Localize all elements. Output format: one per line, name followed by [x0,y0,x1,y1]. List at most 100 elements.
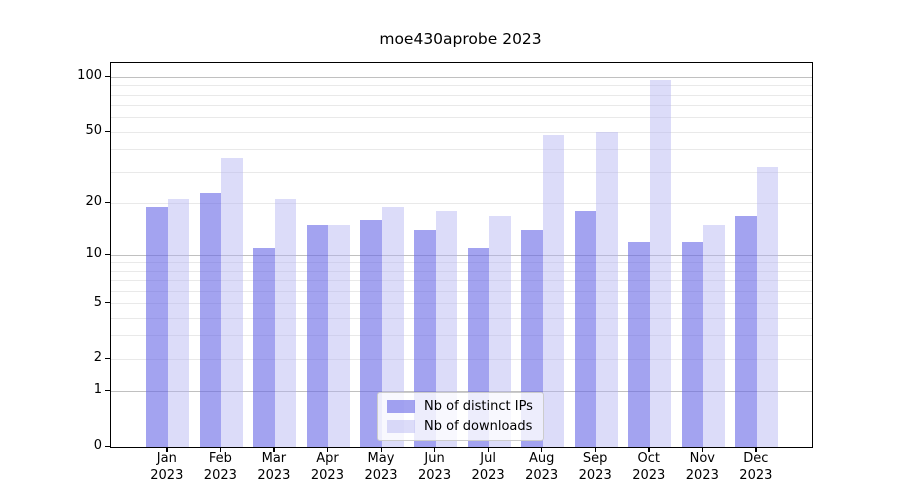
major-gridline [111,254,812,256]
x-tick-year: 2023 [257,467,291,483]
x-tick-year: 2023 [471,467,505,483]
bar-downloads-jan [167,199,190,447]
y-tick-label: 5 [93,294,102,310]
x-tick-label: Apr 2023 [292,451,362,484]
bar-distinct-ips-sep [574,211,597,447]
x-tick-year: 2023 [739,467,773,483]
y-tick-label: 1 [93,382,102,398]
bar-distinct-ips-nov [681,241,704,447]
y-tick-mark [105,302,110,304]
x-tick-month: Aug [528,451,555,466]
bar-downloads-may [382,207,404,447]
bar-distinct-ips-jan [146,207,168,447]
bar-downloads-apr [328,224,351,447]
y-tick-label: 2 [93,350,102,366]
bar-distinct-ips-dec [735,215,757,447]
x-tick-mark [648,447,650,452]
legend-swatch-distinct-ips [387,400,415,413]
x-tick-label: Jul 2023 [453,451,523,484]
x-tick-label: Dec 2023 [721,451,791,484]
x-tick-label: May 2023 [346,451,416,484]
x-tick-label: Jun 2023 [400,451,470,484]
y-tick-label: 50 [85,123,102,139]
y-tick-mark [105,253,110,255]
x-tick-mark [594,447,596,452]
bar-distinct-ips-may [360,220,382,447]
x-tick-mark [541,447,543,452]
bar-distinct-ips-apr [306,224,329,447]
x-tick-month: Oct [637,451,660,466]
x-tick-mark [273,447,275,452]
minor-gridline [111,358,812,360]
x-tick-month: Feb [208,451,232,466]
legend-row-downloads: Nb of downloads [387,419,533,434]
minor-gridline [111,117,812,119]
y-tick-mark [105,201,110,204]
y-tick-label: 20 [85,194,102,210]
legend-row-distinct-ips: Nb of distinct IPs [387,399,533,414]
minor-gridline [111,335,812,337]
bar-downloads-jun [435,211,458,447]
x-tick-label: Mar 2023 [239,451,309,484]
legend-label-distinct-ips: Nb of distinct IPs [424,399,533,414]
x-tick-year: 2023 [310,467,344,483]
minor-gridline [111,149,812,151]
x-tick-label: Feb 2023 [185,451,255,484]
x-tick-year: 2023 [578,467,612,483]
x-tick-mark [219,447,222,452]
y-tick-mark [105,130,110,132]
x-tick-mark [166,447,168,452]
x-tick-year: 2023 [418,467,452,483]
y-tick-mark [105,357,110,359]
x-tick-month: Dec [743,451,769,466]
minor-gridline [111,303,812,305]
bar-downloads-sep [596,132,618,447]
x-tick-month: May [367,451,395,466]
y-tick-label: 10 [85,246,102,261]
minor-gridline [111,131,812,133]
bar-downloads-mar [274,199,297,447]
x-tick-year: 2023 [150,467,184,483]
bar-downloads-dec [756,167,779,447]
legend-swatch-downloads [387,420,415,433]
bar-distinct-ips-mar [253,248,275,447]
y-tick-mark [105,75,110,78]
x-tick-month: Sep [582,451,608,466]
x-tick-mark [380,447,382,452]
x-tick-month: Apr [316,451,339,466]
x-tick-mark [755,447,757,452]
legend-label-downloads: Nb of downloads [424,419,533,434]
minor-gridline [111,279,812,281]
x-tick-label: Sep 2023 [560,451,630,484]
x-tick-label: Nov 2023 [667,451,737,484]
major-gridline [111,390,812,392]
bar-distinct-ips-oct [628,241,650,447]
bar-downloads-nov [703,224,725,447]
x-tick-mark [434,447,436,452]
bar-distinct-ips-feb [199,192,222,447]
y-tick-label: 100 [77,68,102,84]
x-tick-label: Jan 2023 [132,451,202,484]
x-tick-mark [487,447,489,452]
minor-gridline [111,171,812,173]
bar-downloads-feb [221,157,243,447]
plot-area [110,62,813,448]
minor-gridline [111,94,812,96]
x-tick-month: Nov [689,451,715,466]
x-tick-year: 2023 [364,467,398,483]
x-tick-year: 2023 [632,467,666,483]
y-tick-mark [105,445,110,447]
x-tick-label: Oct 2023 [614,451,684,484]
bar-downloads-oct [649,79,672,447]
minor-gridline [111,262,812,264]
y-tick-mark [105,389,110,392]
x-tick-month: Mar [261,451,287,466]
minor-gridline [111,270,812,272]
minor-gridline [111,290,812,292]
x-tick-mark [701,447,704,452]
x-tick-month: Jun [424,451,445,466]
minor-gridline [111,105,812,107]
x-tick-month: Jul [480,451,496,466]
x-tick-label: Aug 2023 [507,451,577,484]
